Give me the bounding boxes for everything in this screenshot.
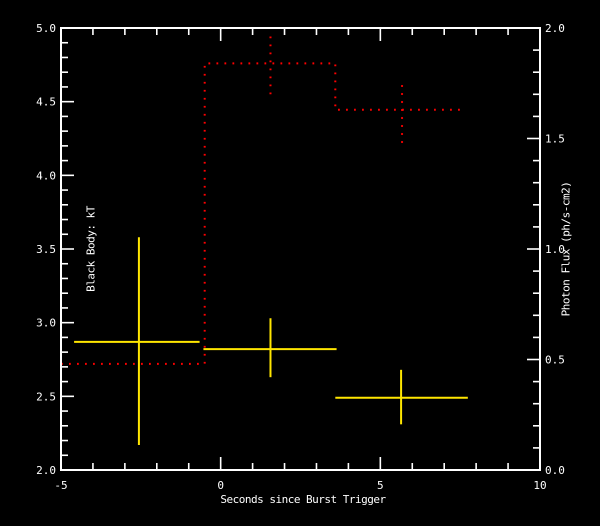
x-tick-label: 5 <box>377 479 384 492</box>
y-left-tick-label: 4.0 <box>36 169 56 182</box>
x-tick-label: 0 <box>217 479 224 492</box>
plot-frame <box>60 27 541 471</box>
x-axis-title: Seconds since Burst Trigger <box>220 493 386 506</box>
y-axis-left-title: Black Body: kT <box>84 206 98 292</box>
y-right-tick-label: 0.5 <box>545 354 565 367</box>
x-tick-label: -5 <box>54 479 67 492</box>
series-layer <box>61 32 468 445</box>
y-left-tick-label: 4.5 <box>36 96 56 109</box>
x-tick-label: 10 <box>533 479 546 492</box>
photon-flux-histogram <box>61 32 464 365</box>
flux-step-line <box>61 62 464 365</box>
y-left-tick-label: 3.5 <box>36 243 56 256</box>
y-axis-right-title: Photon Flux (ph/s-cm2) <box>559 181 573 317</box>
y-left-tick-label: 3.0 <box>36 317 56 330</box>
ticks-layer <box>60 27 541 471</box>
tick-labels-layer: -5 0 5 10 5.0 4.5 4.0 3.5 3.0 2.5 2.0 2.0 1.5 1.0 0.5 0… <box>36 22 565 492</box>
black-body-kt <box>74 237 468 445</box>
y-left-tick-label: 5.0 <box>36 22 56 35</box>
y-right-tick-label: 2.0 <box>545 22 565 35</box>
y-right-tick-label: 0.0 <box>545 464 565 477</box>
y-right-tick-label: 1.0 <box>545 243 565 256</box>
y-left-tick-label: 2.0 <box>36 464 56 477</box>
y-left-tick-label: 2.5 <box>36 390 56 403</box>
y-right-tick-label: 1.5 <box>545 133 565 146</box>
